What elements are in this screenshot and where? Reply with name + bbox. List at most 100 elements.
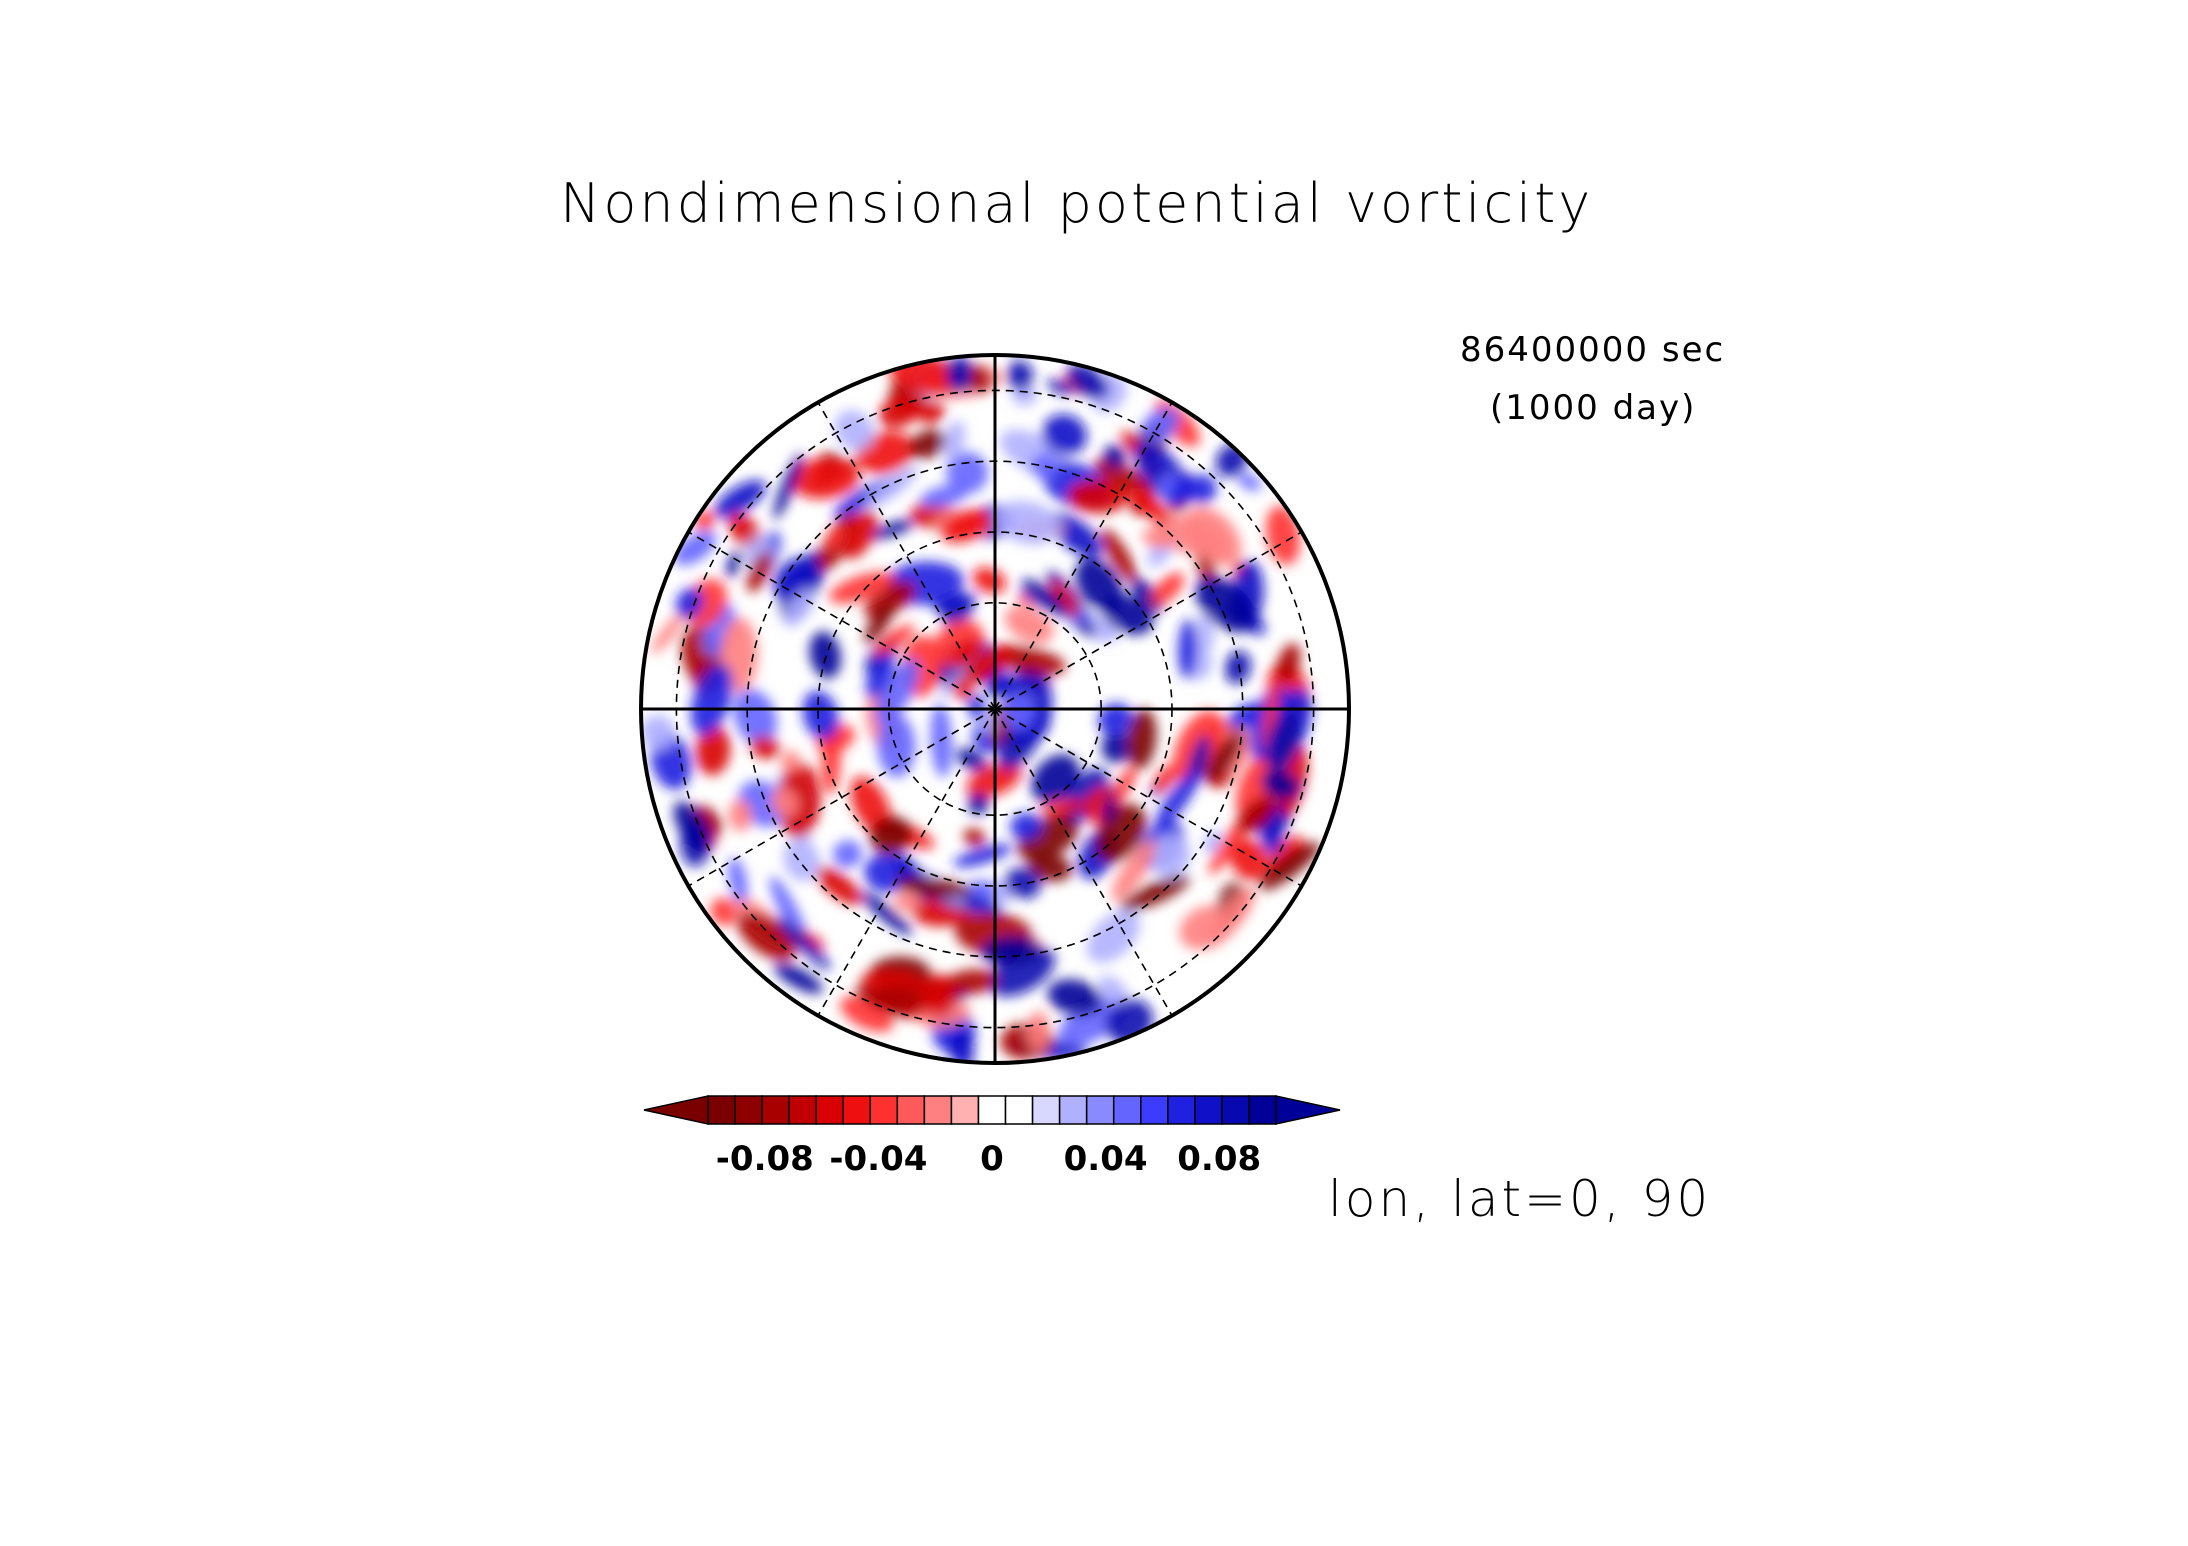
map-outline <box>639 353 1351 1065</box>
vorticity-blob <box>1127 708 1157 770</box>
colorbar-cell <box>788 1095 817 1125</box>
meridian-line <box>817 402 996 710</box>
vorticity-blob <box>952 678 974 701</box>
vorticity-blob <box>695 725 731 776</box>
vorticity-blob <box>1206 731 1243 784</box>
vorticity-blob <box>1026 1011 1050 1052</box>
vorticity-blob <box>1207 887 1256 946</box>
vorticity-blob <box>869 519 915 540</box>
vorticity-blob <box>790 457 860 499</box>
vorticity-blob <box>940 509 992 543</box>
vorticity-blob <box>1098 975 1129 1007</box>
vorticity-blob <box>955 748 987 771</box>
vorticity-blob <box>962 643 1014 684</box>
colorbar-cell <box>815 1095 844 1125</box>
vorticity-blob <box>865 655 894 699</box>
vorticity-blob <box>1094 458 1153 497</box>
meridian-line <box>994 708 1302 887</box>
vorticity-blob <box>728 857 748 904</box>
vorticity-blob <box>1152 763 1179 792</box>
vorticity-blob <box>943 969 997 995</box>
vorticity-blob <box>773 453 803 520</box>
latitude-circle <box>675 389 1315 1029</box>
vorticity-blob <box>1237 796 1276 834</box>
vorticity-blob <box>1042 414 1087 456</box>
colorbar-cell <box>896 1095 926 1125</box>
vorticity-blob <box>1262 679 1279 752</box>
vorticity-blob <box>834 410 874 451</box>
meridian-line <box>994 531 1302 710</box>
vorticity-blob <box>842 510 877 559</box>
vorticity-blob <box>673 801 712 853</box>
vorticity-blob <box>1265 505 1301 565</box>
vorticity-blob <box>1004 606 1054 644</box>
vorticity-blob <box>750 736 780 759</box>
colorbar-cell <box>1085 1095 1115 1125</box>
vorticity-blob <box>746 550 772 593</box>
time-seconds-label: 86400000 sec <box>1460 330 1726 370</box>
vorticity-blob <box>1258 841 1321 891</box>
vorticity-blob <box>1058 995 1126 1047</box>
colorbar-cell <box>1194 1095 1223 1125</box>
vorticity-blob <box>1047 979 1103 1016</box>
colorbar-cell <box>1221 1095 1250 1125</box>
vorticity-blob <box>673 531 717 566</box>
vorticity-blob <box>777 917 831 970</box>
vorticity-blob <box>770 787 799 818</box>
vorticity-blob <box>1000 692 1036 731</box>
colorbar-cell <box>1031 1095 1061 1125</box>
colorbar-under-arrow <box>643 1095 709 1125</box>
colorbar-cell <box>1167 1095 1196 1125</box>
meridian-line <box>817 708 996 1016</box>
colorbar-cell <box>1140 1095 1169 1125</box>
vorticity-blob <box>972 567 1007 594</box>
vorticity-blob <box>1031 754 1080 803</box>
vorticity-blob <box>1101 732 1132 763</box>
colorbar-cell <box>923 1095 953 1125</box>
time-days-label: (1000 day) <box>1490 388 1697 428</box>
vorticity-blob <box>963 828 986 847</box>
vorticity-blob <box>1151 572 1185 606</box>
vorticity-blob <box>866 986 936 1013</box>
vorticity-blob <box>908 429 947 459</box>
vorticity-blob <box>920 484 969 508</box>
vorticity-blob <box>1046 379 1074 395</box>
vorticity-blob <box>1004 867 1041 899</box>
vorticity-blob <box>877 714 916 778</box>
colorbar-cell <box>1248 1095 1277 1125</box>
vorticity-blob <box>873 624 915 656</box>
latitude-circle <box>746 460 1244 958</box>
colorbar-cell <box>869 1095 899 1125</box>
vorticity-blob <box>809 631 842 679</box>
colorbar-cell <box>1004 1095 1034 1125</box>
vorticity-blob <box>953 640 979 662</box>
vorticity-blob <box>1178 618 1198 679</box>
colorbar-tick-label: -0.04 <box>829 1139 927 1179</box>
vorticity-blob <box>1103 445 1126 469</box>
vorticity-blob <box>825 526 845 551</box>
colorbar-over-arrow <box>1275 1095 1341 1125</box>
colorbar-cell <box>707 1095 736 1125</box>
vorticity-blob <box>832 840 863 868</box>
colorbar-tick-label: -0.08 <box>716 1139 814 1179</box>
colorbar: -0.08 -0.04 0 0.04 0.08 <box>643 1095 1341 1179</box>
vorticity-blob <box>1101 528 1137 583</box>
vorticity-blob <box>895 876 972 898</box>
vorticity-blob <box>878 395 922 428</box>
vorticity-blob <box>1229 838 1269 881</box>
vorticity-blob <box>995 500 1060 545</box>
vorticity-blob <box>918 401 945 424</box>
vorticity-blob <box>1067 479 1129 514</box>
vorticity-blob <box>967 365 992 393</box>
colorbar-cell <box>977 1095 1007 1125</box>
vorticity-blob <box>641 714 675 750</box>
vorticity-blob <box>1112 766 1137 803</box>
vorticity-blob <box>1010 812 1042 841</box>
vorticity-blob <box>1098 703 1133 737</box>
vorticity-blob <box>1197 614 1215 650</box>
vorticity-blob <box>783 588 815 627</box>
latitude-circle <box>817 531 1173 887</box>
vorticity-blob <box>726 549 742 578</box>
vorticity-blob <box>1141 407 1180 443</box>
